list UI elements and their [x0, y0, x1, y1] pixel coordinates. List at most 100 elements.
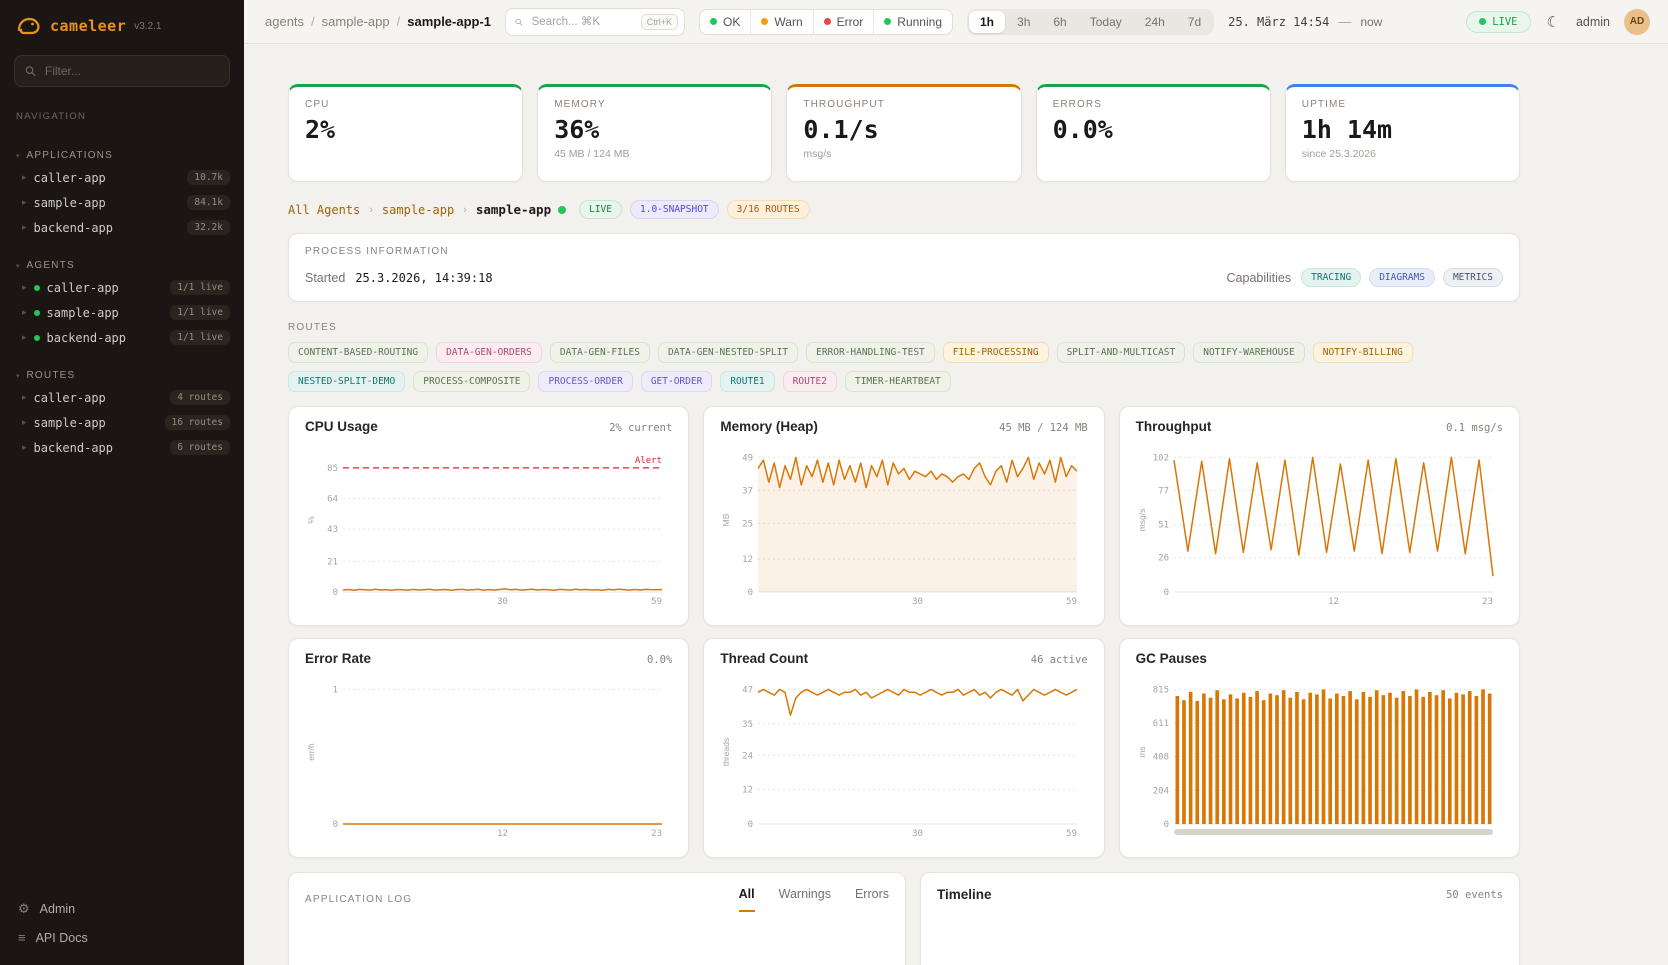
status-filter-label: OK — [723, 14, 741, 29]
route-chip-notify-warehouse[interactable]: NOTIFY-WAREHOUSE — [1193, 342, 1305, 363]
process-info-title: PROCESS INFORMATION — [305, 246, 449, 257]
docs-icon: ≡ — [18, 930, 26, 945]
route-chip-split-and-multicast[interactable]: SPLIT-AND-MULTICAST — [1056, 342, 1186, 363]
sidebar-section-header[interactable]: ▾ AGENTS — [0, 256, 244, 275]
breadcrumb-current: sample-app-1 — [407, 14, 492, 29]
dark-mode-toggle[interactable]: ☾ — [1545, 13, 1562, 31]
route-chip-notify-billing[interactable]: NOTIFY-BILLING — [1312, 342, 1413, 363]
svg-text:43: 43 — [327, 525, 338, 535]
sidebar-item-badge: 32.2k — [187, 220, 230, 235]
content: CPU 2% MEMORY 36% 45 MB / 124 MB THROUGHPUT 0.… — [288, 84, 1520, 965]
top-bar: agents / sample-app / sample-app-1 Ctrl+… — [244, 0, 1668, 44]
status-filter-running[interactable]: Running — [873, 9, 952, 34]
chart-card-gc-pauses: GC Pauses ms 815 611 408 204 0 — [1118, 638, 1520, 858]
svg-text:1: 1 — [333, 685, 338, 695]
status-filter-error[interactable]: Error — [812, 9, 874, 34]
content-scroll-area[interactable]: CPU 2% MEMORY 36% 45 MB / 124 MB THROUGHPUT 0.… — [244, 44, 1668, 965]
svg-text:0: 0 — [1163, 588, 1168, 598]
log-tab-errors[interactable]: Errors — [854, 887, 889, 901]
route-chip-process-composite[interactable]: PROCESS-COMPOSITE — [413, 371, 531, 392]
live-label: LIVE — [1492, 15, 1518, 28]
svg-text:59: 59 — [651, 597, 662, 607]
time-range-6h[interactable]: 6h — [1053, 14, 1067, 29]
chevron-down-icon: ▾ — [16, 372, 20, 380]
chart-header: CPU Usage 2% current — [305, 419, 672, 434]
logo[interactable]: cameleer v3.2.1 — [0, 0, 244, 47]
status-filter-group: OK Warn Error Running — [699, 8, 953, 35]
log-tab-all[interactable]: All — [738, 887, 755, 912]
log-header: APPLICATION LOG All Warnings Errors — [305, 887, 889, 912]
chart-title: Error Rate — [305, 651, 372, 666]
avatar[interactable]: AD — [1624, 8, 1650, 35]
live-toggle[interactable]: LIVE — [1466, 10, 1531, 33]
route-chip-get-order[interactable]: GET-ORDER — [640, 371, 713, 392]
route-chip-route1[interactable]: ROUTE1 — [720, 371, 775, 392]
log-tab-warnings[interactable]: Warnings — [778, 887, 831, 901]
breadcrumb-sample-app[interactable]: sample-app — [321, 14, 390, 29]
route-chip-data-gen-orders[interactable]: DATA-GEN-ORDERS — [436, 342, 542, 363]
search-shortcut-badge: Ctrl+K — [640, 13, 679, 30]
sidebar-item-label: backend-app — [33, 220, 114, 235]
chart-current-value: 46 active — [1030, 654, 1088, 666]
route-chip-error-handling-test[interactable]: ERROR-HANDLING-TEST — [806, 342, 935, 363]
chevron-down-icon: ▾ — [16, 152, 20, 160]
sidebar-item-sample-app[interactable]: ▸ sample-app 16 routes — [0, 410, 244, 435]
status-filter-ok[interactable]: OK — [700, 10, 750, 34]
status-filter-label: Running — [897, 14, 942, 29]
live-dot — [1479, 18, 1487, 25]
capability-badge-tracing: TRACING — [1301, 268, 1362, 287]
sidebar-item-sample-app[interactable]: ▸ sample-app 84.1k — [0, 190, 244, 215]
sidebar-item-label: sample-app — [33, 415, 106, 430]
sidebar-item-caller-app[interactable]: ▸ caller-app 1/1 live — [0, 275, 244, 300]
route-chip-data-gen-files[interactable]: DATA-GEN-FILES — [549, 342, 650, 363]
sidebar-section-header[interactable]: ▾ APPLICATIONS — [0, 146, 244, 165]
sidebar-item-backend-app[interactable]: ▸ backend-app 6 routes — [0, 435, 244, 460]
time-range-3h[interactable]: 3h — [1017, 14, 1031, 29]
sidebar-item-admin[interactable]: ⚙ Admin — [18, 901, 226, 917]
sidebar-section-header[interactable]: ▾ ROUTES — [0, 366, 244, 385]
stat-value: 2% — [305, 115, 336, 144]
sidebar-footer-label: API Docs — [35, 930, 88, 945]
chart-plot: msg/s 102 77 51 26 0 12 23 — [1136, 438, 1503, 613]
sidebar-item-badge: 1/1 live — [170, 280, 230, 295]
svg-text:Alert: Alert — [635, 456, 662, 466]
agent-bar-current[interactable]: sample-app — [475, 202, 552, 217]
sidebar-filter — [14, 55, 230, 87]
route-chip-data-gen-nested-split[interactable]: DATA-GEN-NESTED-SPLIT — [657, 342, 799, 363]
route-chip-nested-split-demo[interactable]: NESTED-SPLIT-DEMO — [288, 371, 406, 392]
chart-header: GC Pauses — [1136, 651, 1503, 666]
sidebar-item-badge: 4 routes — [170, 390, 230, 405]
agent-bar-link-all-agents[interactable]: All Agents — [288, 202, 361, 217]
status-filter-warn[interactable]: Warn — [750, 9, 812, 34]
time-range-1h[interactable]: 1h — [969, 10, 1006, 33]
breadcrumb-agents[interactable]: agents — [265, 14, 305, 29]
sidebar-item-badge: 1/1 live — [170, 305, 230, 320]
sidebar-footer-label: Admin — [39, 902, 76, 916]
stat-cards-row: CPU 2% MEMORY 36% 45 MB / 124 MB THROUGHPUT 0.… — [288, 84, 1520, 182]
sidebar-item-backend-app[interactable]: ▸ backend-app 1/1 live — [0, 325, 244, 350]
time-range-7d[interactable]: 7d — [1187, 14, 1202, 29]
chevron-right-icon: ▸ — [22, 307, 27, 317]
sidebar-item-caller-app[interactable]: ▸ caller-app 10.7k — [0, 165, 244, 190]
search-input[interactable] — [529, 14, 634, 29]
route-chip-file-processing[interactable]: FILE-PROCESSING — [942, 342, 1049, 363]
search-icon — [25, 66, 36, 77]
agent-bar-link-sample-app[interactable]: sample-app — [381, 202, 455, 217]
stat-sub: 45 MB / 124 MB — [554, 148, 630, 160]
route-chip-timer-heartbeat[interactable]: TIMER-HEARTBEAT — [844, 371, 951, 392]
sidebar-item-caller-app[interactable]: ▸ caller-app 4 routes — [0, 385, 244, 410]
svg-text:0: 0 — [748, 820, 753, 830]
time-range-today[interactable]: Today — [1089, 14, 1122, 29]
logo-version: v3.2.1 — [134, 20, 162, 32]
sidebar-item-backend-app[interactable]: ▸ backend-app 32.2k — [0, 215, 244, 240]
route-chip-process-order[interactable]: PROCESS-ORDER — [538, 371, 633, 392]
datetime-range[interactable]: 25. März 14:54 — now — [1228, 14, 1382, 29]
sidebar-item-sample-app[interactable]: ▸ sample-app 1/1 live — [0, 300, 244, 325]
svg-text:30: 30 — [497, 597, 508, 607]
time-range-24h[interactable]: 24h — [1144, 14, 1165, 29]
sidebar-item-api-docs[interactable]: ≡ API Docs — [18, 930, 226, 945]
route-chip-route2[interactable]: ROUTE2 — [782, 371, 837, 392]
route-chip-content-based-routing[interactable]: CONTENT-BASED-ROUTING — [288, 342, 429, 363]
filter-input[interactable] — [42, 63, 219, 79]
chart-card-thread-count: Thread Count 46 active threads 47 35 24 12 0 30 5… — [703, 638, 1105, 858]
